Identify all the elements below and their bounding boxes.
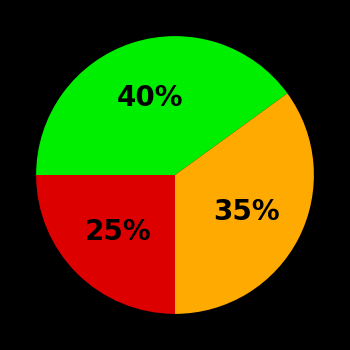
Wedge shape [36, 36, 287, 175]
Text: 35%: 35% [214, 197, 280, 225]
Wedge shape [175, 93, 314, 314]
Wedge shape [36, 175, 175, 314]
Text: 25%: 25% [85, 218, 151, 246]
Text: 40%: 40% [117, 84, 183, 112]
